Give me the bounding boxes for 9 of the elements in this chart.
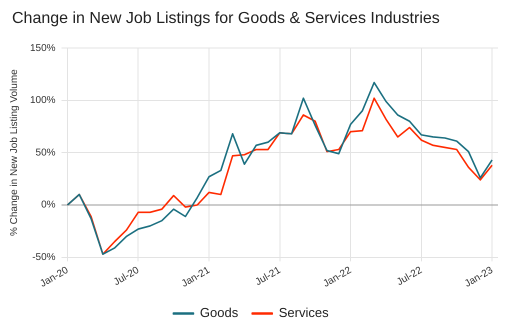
y-tick-label: 0% <box>41 200 56 211</box>
y-tick-label: -50% <box>32 252 56 264</box>
legend-label: Goods <box>200 305 239 320</box>
y-tick-label: 100% <box>30 95 56 106</box>
y-tick-label: 50% <box>36 147 56 158</box>
chart-title: Change in New Job Listings for Goods & Services Industries <box>12 10 440 28</box>
y-axis-title: % Change in New Job Listing Volume <box>8 68 20 236</box>
y-tick-label: 150% <box>30 42 56 54</box>
legend-label: Services <box>278 305 330 320</box>
